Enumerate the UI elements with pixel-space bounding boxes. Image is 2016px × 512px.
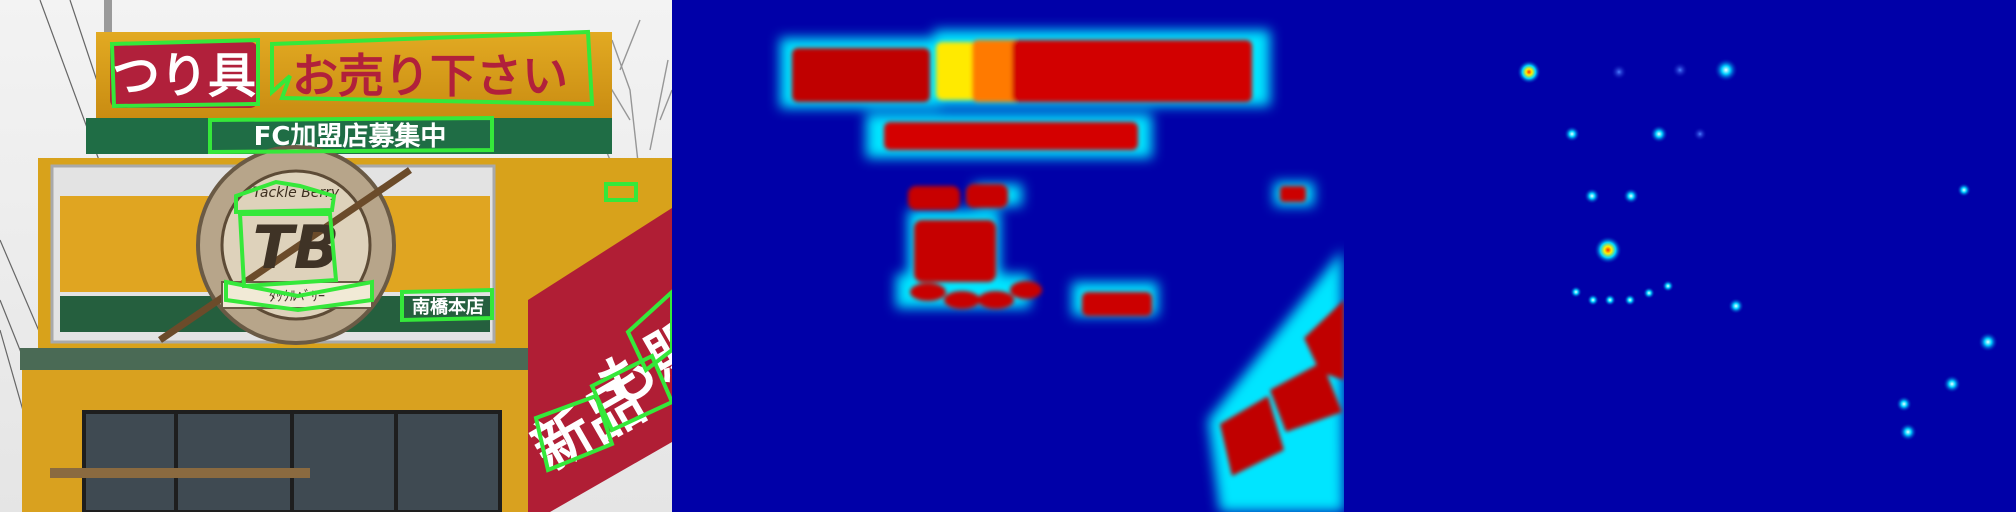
character-center-heatmap bbox=[1344, 0, 2016, 512]
logo-mark: TB bbox=[253, 213, 340, 283]
sign-text-ourikudasai: お売り下さい bbox=[292, 49, 568, 103]
sign-text-tsurigu: つり具 bbox=[112, 48, 256, 104]
storefront-photo-panel: つり具 お売り下さい FC加盟店募集中 Tackle Berry TB ﾀｯｸﾙ… bbox=[0, 0, 672, 512]
sign-text-store: 南橋本店 bbox=[412, 296, 484, 318]
character-center-heatmap-panel bbox=[1344, 0, 2016, 512]
text-region-heatmap bbox=[672, 0, 1344, 512]
text-region-heatmap-panel bbox=[672, 0, 1344, 512]
storefront-photo: つり具 お売り下さい FC加盟店募集中 Tackle Berry TB ﾀｯｸﾙ… bbox=[0, 0, 672, 512]
